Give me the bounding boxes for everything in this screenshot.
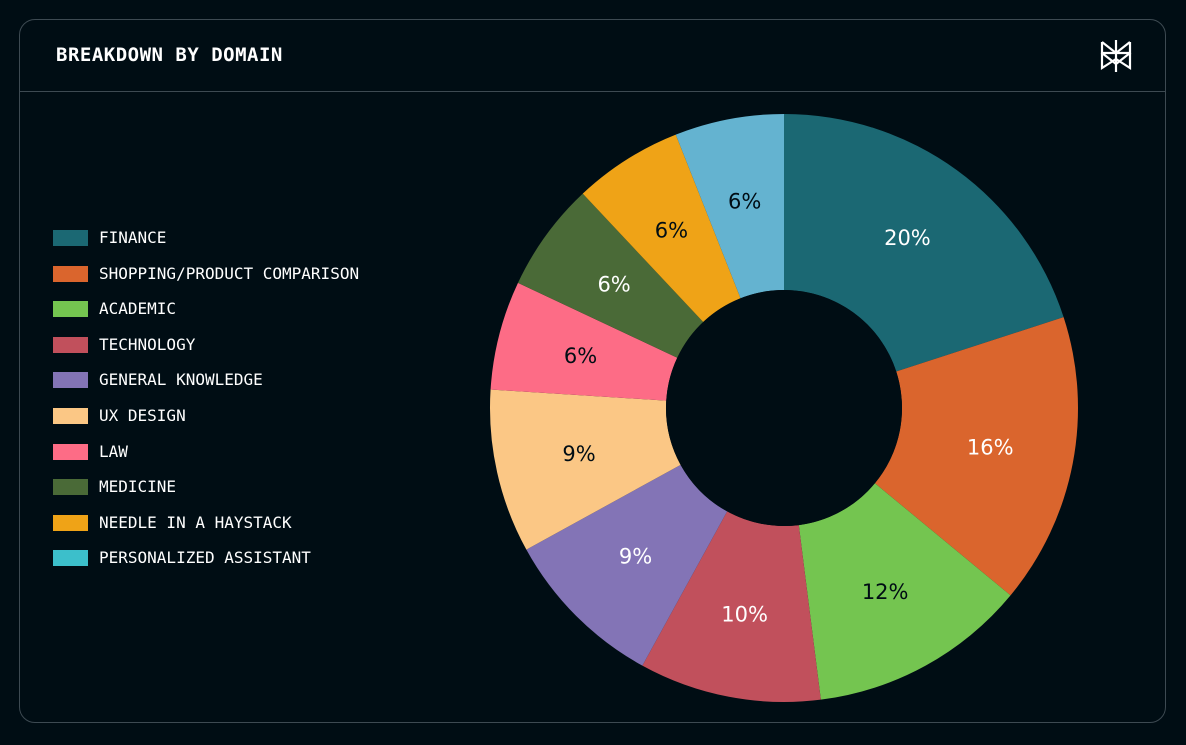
chart-title: BREAKDOWN BY DOMAIN [56, 44, 283, 66]
legend-label: NEEDLE IN A HAYSTACK [99, 512, 292, 532]
pie-slice [517, 193, 704, 358]
legend-swatch [53, 407, 88, 424]
perplexity-logo-icon [1100, 40, 1132, 72]
legend-swatch [53, 514, 88, 531]
pie-slice [784, 114, 1064, 372]
pie-slice [489, 389, 681, 550]
legend-swatch [53, 301, 88, 318]
data-label: 6% [597, 273, 630, 297]
donut-hole [666, 290, 902, 526]
legend-label: PERSONALIZED ASSISTANT [99, 548, 311, 568]
data-label: 6% [564, 344, 597, 368]
pie-slice [582, 134, 741, 322]
data-label: 10% [721, 602, 768, 626]
legend-swatch [53, 443, 88, 460]
data-label: 16% [967, 435, 1014, 459]
legend-label: ACADEMIC [99, 299, 177, 319]
legend-swatch [53, 336, 88, 353]
pie-slice [874, 317, 1078, 596]
legend-label: TECHNOLOGY [99, 334, 196, 354]
legend-swatch [53, 372, 88, 389]
data-label: 6% [728, 190, 761, 214]
pie-slice [490, 282, 678, 401]
pie-slice [526, 464, 728, 666]
card-header: BREAKDOWN BY DOMAIN [20, 20, 1165, 92]
legend-label: SHOPPING/PRODUCT COMPARISON [99, 263, 360, 283]
legend-swatch [53, 265, 88, 282]
legend-swatch [53, 550, 88, 567]
pie-slice [798, 483, 1011, 700]
legend-label: LAW [99, 441, 128, 461]
legend-label: FINANCE [99, 228, 167, 247]
data-label: 9% [562, 442, 595, 466]
data-label: 9% [619, 544, 652, 568]
data-label: 6% [655, 219, 688, 243]
data-label: 20% [884, 226, 931, 250]
pie-slice [642, 511, 821, 702]
legend-label: MEDICINE [99, 477, 177, 497]
data-label: 12% [862, 580, 909, 604]
legend-swatch [53, 479, 88, 496]
legend-label: UX DESIGN [99, 405, 186, 425]
legend-label: GENERAL KNOWLEDGE [99, 370, 263, 390]
legend-swatch [53, 230, 88, 246]
pie-slice [675, 114, 784, 299]
